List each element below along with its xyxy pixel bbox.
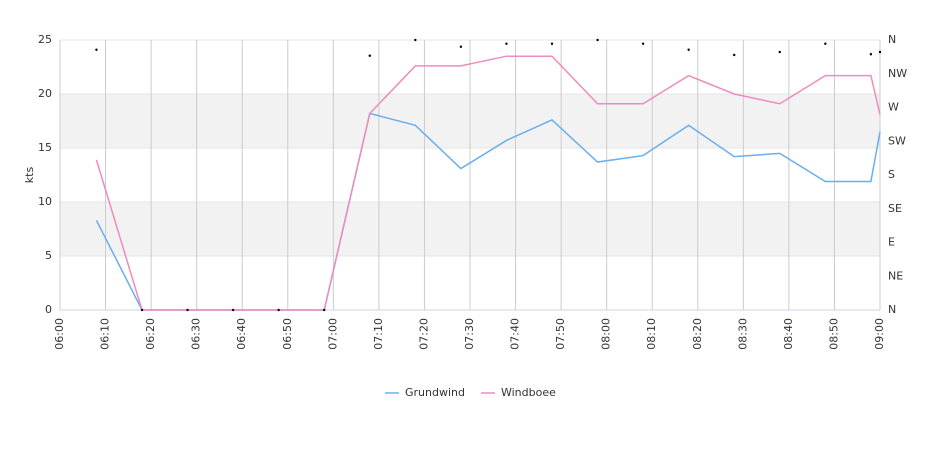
y2-tick-label: W (888, 101, 899, 114)
direction-dot (414, 38, 417, 42)
x-tick-label: 06:40 (235, 318, 248, 350)
x-tick-label: 07:00 (326, 318, 339, 350)
x-tick-label: 07:10 (372, 318, 385, 350)
direction-dot (505, 42, 508, 45)
direction-dot (140, 308, 144, 312)
y2-tick-label: SE (888, 202, 902, 215)
y2-tick-label: SW (888, 134, 906, 147)
x-tick-label: 07:50 (554, 318, 567, 350)
y2-tick-label: NW (888, 67, 907, 80)
y2-tick-label: NE (888, 269, 903, 282)
direction-dot (277, 308, 280, 312)
direction-dot (459, 45, 463, 48)
x-tick-label: 08:30 (736, 318, 749, 350)
y-axis-label: kts (23, 167, 36, 184)
y-tick-label: 5 (45, 249, 52, 262)
x-tick-label: 08:20 (691, 318, 704, 350)
legend-label: Windboee (501, 386, 556, 399)
x-tick-label: 09:00 (873, 318, 886, 350)
y2-tick-label: N (888, 303, 896, 316)
y-tick-label: 20 (38, 87, 52, 100)
direction-dot (596, 38, 599, 42)
x-tick-label: 07:30 (463, 318, 476, 350)
x-tick-label: 06:30 (190, 318, 203, 350)
direction-dot (323, 308, 326, 312)
y-tick-label: 25 (38, 33, 52, 46)
direction-dot (824, 42, 827, 45)
y2-tick-label: N (888, 33, 896, 46)
legend-label: Grundwind (405, 386, 465, 399)
y-tick-label: 15 (38, 141, 52, 154)
x-tick-label: 06:50 (281, 318, 294, 350)
x-tick-label: 06:10 (99, 318, 112, 350)
direction-dot (869, 53, 873, 56)
direction-dot (95, 48, 98, 51)
direction-dot (231, 308, 235, 312)
direction-dot (550, 42, 554, 45)
x-tick-label: 08:40 (782, 318, 795, 350)
x-tick-label: 07:20 (417, 318, 430, 350)
direction-dot (687, 48, 690, 51)
direction-dot (186, 308, 189, 312)
x-tick-label: 08:10 (645, 318, 658, 350)
y-tick-label: 10 (38, 195, 52, 208)
direction-dot (778, 50, 781, 54)
direction-dot (878, 50, 882, 54)
x-tick-label: 08:50 (827, 318, 840, 350)
x-tick-label: 06:00 (53, 318, 66, 350)
x-tick-label: 08:00 (600, 318, 613, 350)
x-tick-label: 06:20 (144, 318, 157, 350)
y2-tick-label: E (888, 236, 895, 249)
direction-dot (368, 54, 371, 57)
y-tick-label: 0 (45, 303, 52, 316)
direction-dot (733, 53, 736, 57)
direction-dot (641, 42, 645, 45)
x-tick-label: 07:40 (509, 318, 522, 350)
y2-tick-label: S (888, 168, 895, 181)
